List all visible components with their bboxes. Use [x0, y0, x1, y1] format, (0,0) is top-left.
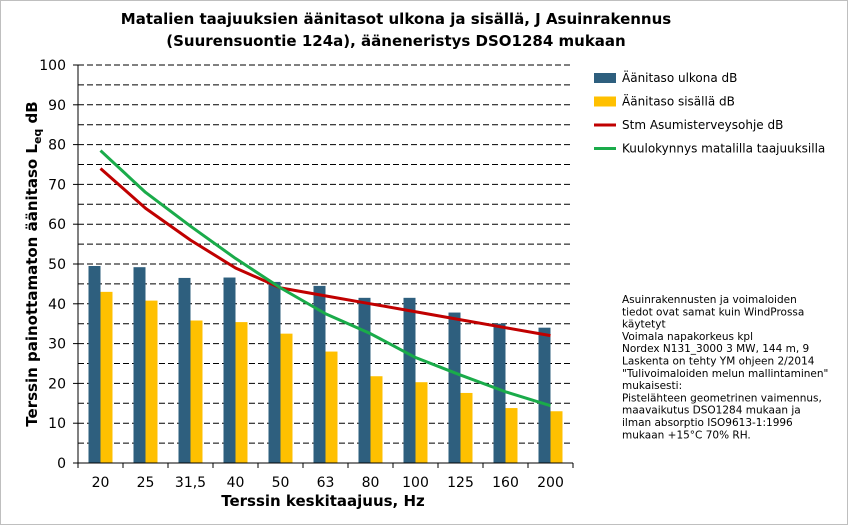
- bar-sisalla: [460, 392, 473, 463]
- bar-ulkona: [538, 327, 551, 463]
- bar-sisalla: [280, 333, 293, 463]
- y-tick-label: 10: [48, 416, 66, 432]
- y-tick-label: 70: [48, 177, 66, 193]
- bar-ulkona: [448, 312, 461, 463]
- y-axis-title-unit: dB: [23, 101, 41, 128]
- bar-ulkona: [178, 277, 191, 463]
- note-line: tiedot ovat samat kuin WindProssa: [622, 306, 804, 318]
- x-tick-label: 20: [92, 475, 110, 491]
- line-kuulokynnys: [99, 149, 551, 408]
- legend-label: Äänitaso ulkona dB: [622, 70, 737, 85]
- bar-ulkona: [88, 265, 101, 463]
- legend-swatch: [594, 73, 616, 83]
- x-tick-label: 63: [317, 475, 335, 491]
- bar-sisalla: [370, 376, 383, 463]
- axes: [73, 64, 574, 468]
- x-tick-label: 100: [402, 475, 429, 491]
- x-tick-label: 80: [362, 475, 380, 491]
- note-line: Asuinrakennusten ja voimaloiden: [622, 294, 797, 306]
- note-line: Voimala napakorkeus kpl: [622, 331, 753, 343]
- bar-sisalla: [145, 300, 158, 463]
- line-stm: [99, 167, 551, 338]
- y-tick-label: 60: [48, 217, 66, 233]
- y-tick-label: 50: [48, 257, 66, 273]
- bar-ulkona: [133, 267, 146, 463]
- bars: [88, 265, 563, 463]
- note-line: ilman absorptio ISO9613-1:1996: [622, 417, 793, 429]
- note-line: "Tulivoimaloiden melun mallintaminen": [622, 368, 828, 380]
- note-line: Laskenta on tehty YM ohjeen 2/2014: [622, 356, 815, 368]
- bar-ulkona: [313, 285, 326, 463]
- bar-ulkona: [268, 281, 281, 463]
- legend-label: Äänitaso sisällä dB: [622, 94, 735, 109]
- y-tick-label: 20: [48, 376, 66, 392]
- x-axis-title: Terssin keskitaajuus, Hz: [221, 492, 425, 510]
- legend: Äänitaso ulkona dB Äänitaso sisällä dB Stm…: [594, 70, 825, 156]
- x-tick-label: 50: [272, 475, 290, 491]
- note-line: Nordex N131_3000 3 MW, 144 m, 9: [622, 343, 809, 355]
- bar-sisalla: [100, 291, 113, 463]
- y-axis-title: Terssin painottamaton äänitaso Leq dB: [23, 101, 44, 426]
- bar-sisalla: [550, 411, 563, 463]
- bar-ulkona: [358, 297, 371, 463]
- bar-sisalla: [190, 320, 203, 463]
- bar-sisalla: [415, 382, 428, 463]
- x-tick-label: 125: [447, 475, 474, 491]
- x-tick-label: 40: [227, 475, 245, 491]
- bar-ulkona: [223, 277, 236, 463]
- x-tick-label: 200: [537, 475, 564, 491]
- y-tick-label: 100: [39, 58, 66, 74]
- y-tick-label: 80: [48, 138, 66, 154]
- note-line: Pistelähteen geometrinen vaimennus,: [622, 392, 822, 404]
- bar-sisalla: [235, 322, 248, 463]
- bar-ulkona: [493, 323, 506, 463]
- tick-labels: 0 10 20 30 40 50 60 70 80 90 100 20 25 31,5 40 50 63 80 10…: [39, 58, 564, 491]
- legend-swatch: [594, 96, 616, 107]
- y-tick-label: 40: [48, 297, 66, 313]
- y-axis-title-main: Terssin painottamaton äänitaso L: [23, 144, 41, 427]
- bar-sisalla: [505, 408, 518, 463]
- note-line: käytetyt: [622, 319, 666, 331]
- bar-sisalla: [325, 351, 338, 463]
- note-line: mukaisesti:: [622, 380, 682, 392]
- x-tick-label: 25: [137, 475, 155, 491]
- chart-title-line-1: Matalien taajuuksien äänitasot ulkona ja…: [121, 10, 672, 28]
- x-tick-label: 31,5: [175, 475, 206, 491]
- y-tick-label: 90: [48, 98, 66, 114]
- legend-label: Kuulokynnys matalilla taajuuksilla: [622, 142, 825, 156]
- note-line: mukaan +15°C 70% RH.: [622, 429, 751, 441]
- y-axis-title-sub: eq: [31, 129, 44, 144]
- chart-title-line-2: (Suurensuontie 124a), ääneneristys DSO12…: [166, 32, 625, 50]
- y-tick-label: 0: [57, 456, 66, 472]
- y-tick-label: 30: [48, 337, 66, 353]
- legend-label: Stm Asumisterveysohje dB: [622, 118, 783, 132]
- note-line: maavaikutus DSO1284 mukaan ja: [622, 405, 801, 417]
- x-tick-label: 160: [492, 475, 519, 491]
- bar-ulkona: [403, 297, 416, 463]
- series-lines: [99, 149, 551, 408]
